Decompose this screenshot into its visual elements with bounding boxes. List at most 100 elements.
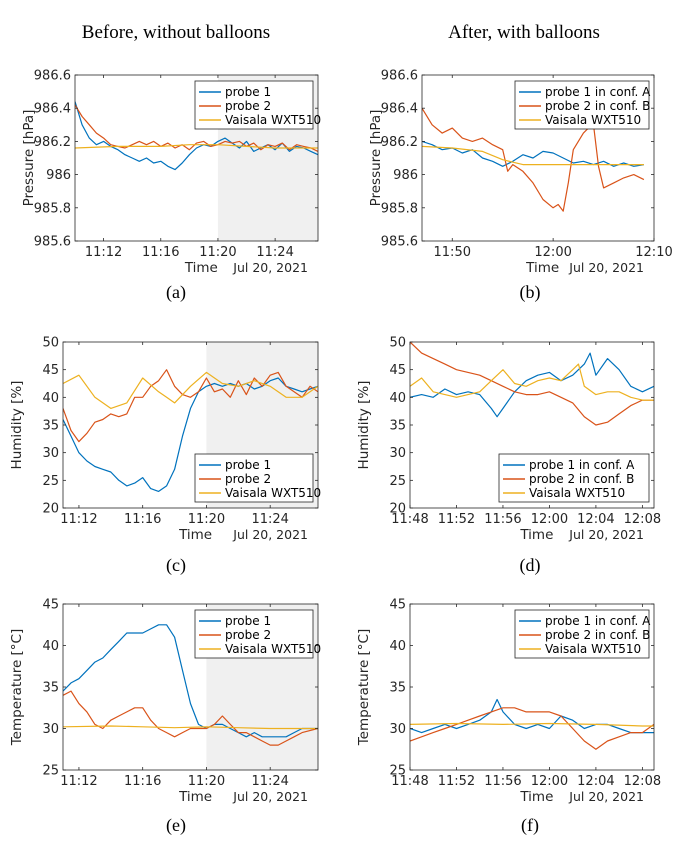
y-axis-label: Temperature [°C]	[9, 629, 25, 747]
y-tick-label: 985.6	[34, 235, 71, 250]
legend-box	[194, 80, 314, 130]
x-tick-label: 12:08	[624, 512, 661, 527]
y-tick-label: 25	[42, 764, 59, 779]
x-tick-label: 11:24	[251, 512, 288, 527]
panel-d: 20 25 30 35 40 45 50 11:48 11:52 11:56 12:00 12:04 1…	[356, 336, 661, 577]
series-line-d-1	[410, 342, 654, 426]
x-tick-label: 11:56	[484, 774, 521, 789]
y-tick-label: 986.6	[34, 69, 71, 84]
y-tick-label: 30	[389, 722, 406, 737]
date-label: Jul 20, 2021	[568, 527, 644, 542]
y-tick-label: 45	[389, 363, 406, 378]
y-tick-label: 45	[42, 363, 59, 378]
legend-label: Vaisala WXT510	[545, 642, 641, 656]
axes-box	[74, 74, 319, 242]
y-tick-label: 25	[389, 474, 406, 489]
x-tick-label: 12:04	[577, 512, 614, 527]
x-tick-label: 12:00	[531, 774, 568, 789]
x-axis-label: Time	[519, 789, 553, 805]
x-tick-label: 12:04	[577, 774, 614, 789]
series-line-a-1	[75, 104, 318, 152]
legend-label: probe 1 in conf. A	[545, 85, 651, 99]
x-axis-label: Time	[525, 260, 559, 276]
x-tick-label: 11:16	[124, 774, 161, 789]
date-label: Jul 20, 2021	[232, 260, 308, 275]
y-tick-label: 40	[42, 391, 59, 406]
y-tick-label: 986.2	[34, 135, 71, 150]
panel-caption: (b)	[520, 282, 541, 303]
panel-b: 985.6 985.8 986 986.2 986.4 986.6 11:50 12:00 12…	[368, 69, 673, 304]
y-tick-label: 45	[389, 598, 406, 613]
series-line-f-1	[410, 707, 654, 750]
series-line-b-1	[422, 107, 645, 212]
panel-a: 985.6 985.8 986 986.2 986.4 986.6 11:12 11:16 11…	[21, 69, 321, 304]
series-line-c-2	[63, 371, 318, 409]
legend-label: probe 1	[225, 458, 271, 472]
y-tick-label: 985.6	[381, 235, 418, 250]
y-tick-label: 986	[393, 168, 418, 183]
x-tick-label: 11:20	[199, 245, 236, 260]
legend-label: Vaisala WXT510	[529, 486, 625, 500]
panel-caption: (d)	[520, 555, 541, 576]
x-tick-label: 11:24	[256, 245, 293, 260]
y-axis-label: Temperature [°C]	[356, 629, 372, 747]
legend-box	[498, 453, 650, 503]
x-tick-label: 11:50	[434, 245, 471, 260]
y-tick-label: 25	[389, 764, 406, 779]
y-tick-label: 985.8	[381, 201, 418, 216]
series-line-c-0	[63, 377, 318, 492]
series-line-f-2	[410, 722, 654, 727]
legend-label: probe 2	[225, 628, 271, 642]
x-tick-label: 12:08	[624, 774, 661, 789]
y-axis-label: Pressure [hPa]	[21, 110, 37, 207]
y-tick-label: 20	[389, 502, 406, 517]
legend-label: probe 2	[225, 472, 271, 486]
x-tick-label: 11:52	[438, 774, 475, 789]
legend-label: Vaisala WXT510	[225, 113, 321, 127]
panel-f: 25 30 35 40 45 11:48 11:52 11:56 12:00 12:04 12:08…	[356, 598, 661, 837]
y-tick-label: 50	[389, 336, 406, 351]
legend-label: Vaisala WXT510	[545, 113, 641, 127]
y-tick-label: 35	[42, 419, 59, 434]
legend-box	[514, 80, 650, 130]
legend-label: probe 1 in conf. A	[529, 458, 635, 472]
y-axis-label: Humidity [%]	[9, 381, 25, 470]
y-axis-label: Humidity [%]	[356, 381, 372, 470]
x-tick-label: 11:12	[60, 774, 97, 789]
x-tick-label: 12:10	[635, 245, 672, 260]
legend-label: Vaisala WXT510	[225, 486, 321, 500]
panel-caption: (e)	[166, 815, 186, 836]
y-axis-label: Pressure [hPa]	[368, 110, 384, 207]
y-tick-label: 25	[42, 474, 59, 489]
y-tick-label: 986	[46, 168, 71, 183]
legend-label: probe 1	[225, 614, 271, 628]
series-line-c-1	[63, 369, 318, 443]
legend-label: probe 1 in conf. A	[545, 614, 651, 628]
series-line-e-1	[63, 690, 318, 746]
column-title-right: After, with balloons	[448, 22, 600, 43]
x-axis-label: Time	[519, 527, 553, 543]
x-tick-label: 12:00	[534, 245, 571, 260]
x-axis-label: Time	[178, 789, 212, 805]
y-tick-label: 20	[42, 502, 59, 517]
date-label: Jul 20, 2021	[568, 789, 644, 804]
legend-label: probe 1	[225, 85, 271, 99]
x-tick-label: 11:16	[142, 245, 179, 260]
x-axis-label: Time	[178, 527, 212, 543]
x-tick-label: 11:20	[188, 512, 225, 527]
y-tick-label: 986.4	[34, 102, 71, 117]
y-tick-label: 986.6	[381, 69, 418, 84]
y-tick-label: 30	[389, 446, 406, 461]
date-label: Jul 20, 2021	[232, 789, 308, 804]
panel-c: 20 25 30 35 40 45 50 11:12 11:16 11:20 11:24 Time Ju…	[9, 336, 321, 577]
y-tick-label: 45	[42, 598, 59, 613]
x-tick-label: 11:24	[251, 774, 288, 789]
date-label: Jul 20, 2021	[232, 527, 308, 542]
y-tick-label: 30	[42, 446, 59, 461]
x-tick-label: 11:48	[391, 512, 428, 527]
y-tick-label: 986.2	[381, 135, 418, 150]
